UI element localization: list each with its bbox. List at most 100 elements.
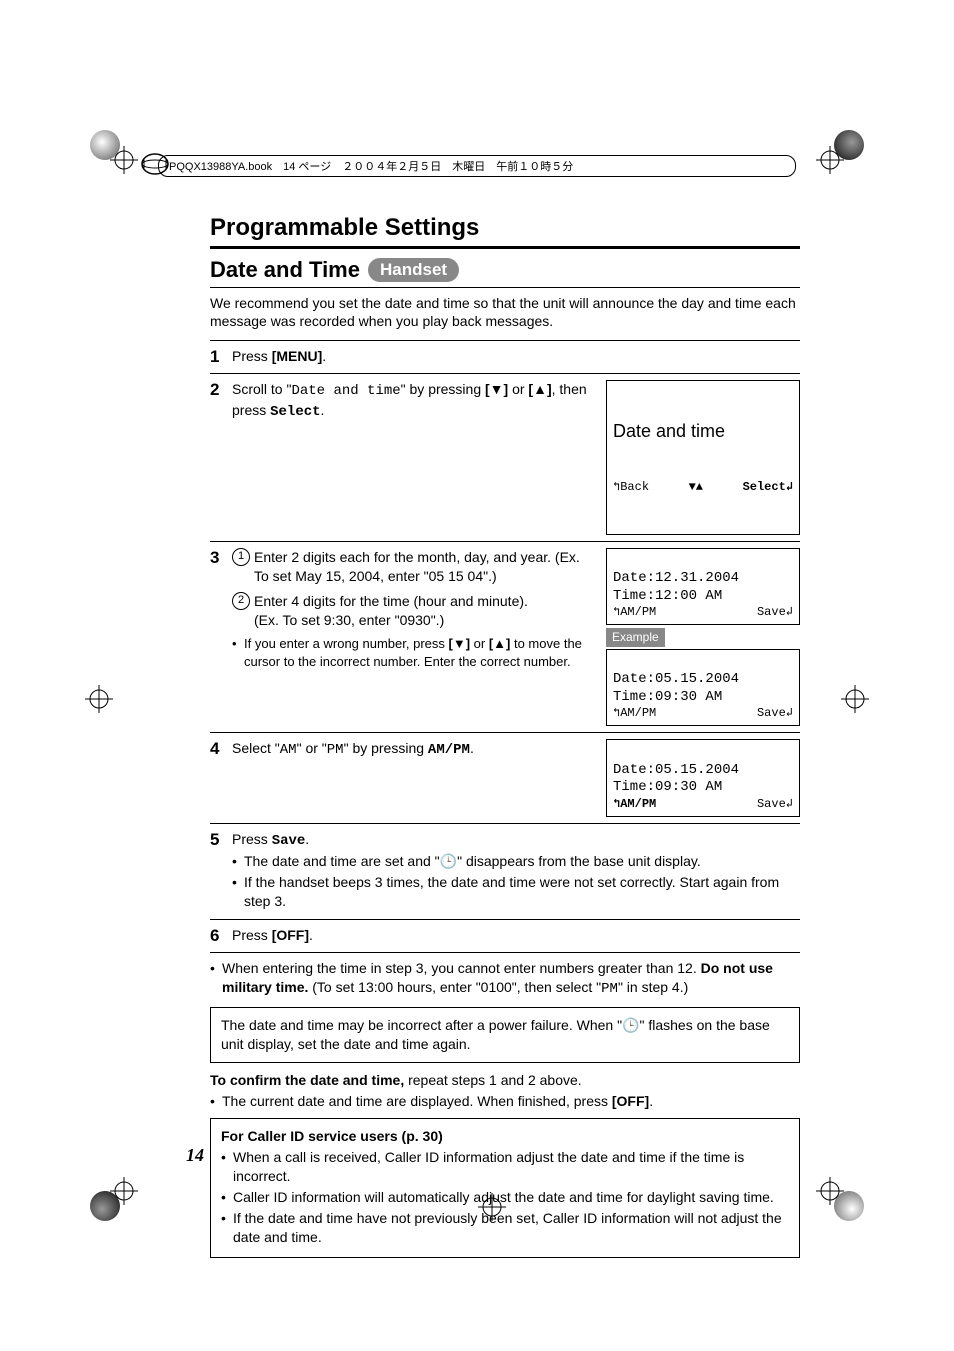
lcd-display: Date and time ↰Back ▼▲ Select↲ bbox=[606, 380, 800, 535]
text: repeat steps 1 and 2 above. bbox=[404, 1072, 581, 1088]
registration-mark-icon bbox=[816, 1177, 844, 1205]
text: Press bbox=[232, 831, 272, 847]
substep-2: 2 Enter 4 digits for the time (hour and … bbox=[232, 592, 596, 630]
power-failure-note-box: The date and time may be incorrect after… bbox=[210, 1007, 800, 1063]
text: . bbox=[305, 831, 309, 847]
bullet-note: •The current date and time are displayed… bbox=[210, 1092, 800, 1111]
step-body: Press [OFF]. bbox=[232, 926, 800, 945]
lcd-phrase: Date and time bbox=[291, 383, 400, 399]
confirm-heading: To confirm the date and time, bbox=[210, 1072, 404, 1088]
text: Scroll to " bbox=[232, 381, 291, 397]
step-1: 1 Press [MENU]. bbox=[210, 347, 800, 367]
step-body: Select "AM" or "PM" by pressing AM/PM. D… bbox=[232, 739, 800, 817]
bullet-dot: • bbox=[210, 959, 222, 999]
registration-mark-icon bbox=[85, 685, 113, 713]
registration-mark-icon bbox=[841, 685, 869, 713]
step-body: Scroll to "Date and time" by pressing [▼… bbox=[232, 380, 800, 535]
lcd-line: Date:05.15.2004 bbox=[613, 671, 739, 687]
substep-number: 1 bbox=[232, 548, 250, 566]
bullet-text: Caller ID information will automatically… bbox=[233, 1188, 774, 1207]
bullet-dot: • bbox=[232, 852, 244, 871]
bullet-dot: • bbox=[232, 873, 244, 911]
substep-number: 2 bbox=[232, 592, 250, 610]
page-number: 14 bbox=[186, 1145, 204, 1166]
bullet-text: If you enter a wrong number, press [▼] o… bbox=[244, 635, 596, 670]
substep-text: Enter 4 digits for the time (hour and mi… bbox=[254, 592, 596, 630]
step-text: 1 Enter 2 digits each for the month, day… bbox=[232, 548, 596, 673]
text: (To set 13:00 hours, enter "0100", then … bbox=[308, 979, 601, 995]
substep-text: Enter 2 digits each for the month, day, … bbox=[254, 548, 596, 586]
clock-icon: 🕒 bbox=[440, 853, 457, 869]
bullet-note: •Caller ID information will automaticall… bbox=[221, 1188, 789, 1207]
lcd-ampm: ↰AM/PM bbox=[613, 605, 656, 620]
menu-key: [MENU] bbox=[272, 348, 323, 364]
select-key: Select bbox=[270, 404, 320, 420]
bullet-dot: • bbox=[221, 1148, 233, 1186]
text: . bbox=[309, 927, 313, 943]
registration-mark-icon bbox=[110, 1177, 138, 1205]
lcd-save: Save↲ bbox=[757, 797, 793, 812]
lcd-display: Date:05.15.2004 Time:09:30 AM ↰AM/PMSave… bbox=[606, 739, 800, 817]
lcd-softkeys: ↰AM/PM Save↲ bbox=[613, 706, 793, 721]
caller-id-box: For Caller ID service users (p. 30) •Whe… bbox=[210, 1118, 800, 1257]
bullet-note: •When a call is received, Caller ID info… bbox=[221, 1148, 789, 1186]
off-key: [OFF] bbox=[612, 1093, 649, 1109]
step-number: 6 bbox=[210, 926, 232, 946]
page-container: PQQX13988YA.book 14 ページ ２００４年２月５日 木曜日 午前… bbox=[0, 0, 954, 1351]
am-text: AM bbox=[280, 742, 297, 758]
step-text: Scroll to "Date and time" by pressing [▼… bbox=[232, 380, 596, 422]
note-text: When entering the time in step 3, you ca… bbox=[222, 959, 800, 999]
section-heading-text: Date and Time bbox=[210, 257, 360, 283]
lcd-title: Date and time bbox=[613, 420, 793, 445]
text: The date and time are set and " bbox=[244, 853, 440, 869]
lcd-line: Time:09:30 AM bbox=[613, 689, 722, 705]
bullet-note: •If the handset beeps 3 times, the date … bbox=[232, 873, 800, 911]
heading-rule bbox=[210, 287, 800, 288]
divider bbox=[210, 541, 800, 542]
step-3: 3 1 Enter 2 digits each for the month, d… bbox=[210, 548, 800, 726]
lcd-softkeys: ↰AM/PM Save↲ bbox=[613, 605, 793, 620]
military-time-note: • When entering the time in step 3, you … bbox=[210, 959, 800, 999]
divider bbox=[210, 732, 800, 733]
bullet-text: If the date and time have not previously… bbox=[233, 1209, 789, 1247]
text: or bbox=[470, 636, 489, 651]
lcd-save: Save↲ bbox=[757, 605, 793, 620]
lcd-ampm: ↰AM/PM bbox=[613, 706, 656, 721]
substep-1: 1 Enter 2 digits each for the month, day… bbox=[232, 548, 596, 586]
pm-text: PM bbox=[327, 742, 344, 758]
text: Press bbox=[232, 927, 272, 943]
content-area: Programmable Settings Date and Time Hand… bbox=[210, 200, 800, 1266]
text: . bbox=[321, 402, 325, 418]
lcd-save: Save↲ bbox=[757, 706, 793, 721]
step-number: 2 bbox=[210, 380, 232, 400]
bullet-dot: • bbox=[221, 1188, 233, 1207]
step-6: 6 Press [OFF]. bbox=[210, 926, 800, 946]
lcd-select: Select↲ bbox=[743, 480, 793, 495]
lcd-arrows: ▼▲ bbox=[689, 480, 703, 495]
bullet-dot: • bbox=[232, 635, 244, 670]
step-number: 5 bbox=[210, 830, 232, 850]
section-heading: Date and Time Handset bbox=[210, 257, 800, 283]
divider bbox=[210, 340, 800, 341]
text: Select " bbox=[232, 740, 280, 756]
divider bbox=[210, 373, 800, 374]
bullet-text: If the handset beeps 3 times, the date a… bbox=[244, 873, 800, 911]
registration-mark-icon bbox=[110, 146, 138, 174]
text: . bbox=[470, 740, 474, 756]
step-number: 4 bbox=[210, 739, 232, 759]
lcd-line: Time:09:30 AM bbox=[613, 779, 722, 795]
divider bbox=[210, 919, 800, 920]
step-4: 4 Select "AM" or "PM" by pressing AM/PM.… bbox=[210, 739, 800, 817]
text: " in step 4.) bbox=[618, 979, 688, 995]
lcd-line: Date:05.15.2004 bbox=[613, 762, 739, 778]
lcd-display-example: Date:05.15.2004 Time:09:30 AM ↰AM/PM Save… bbox=[606, 649, 800, 727]
text: The current date and time are displayed.… bbox=[222, 1093, 612, 1109]
bullet-note: •If the date and time have not previousl… bbox=[221, 1209, 789, 1247]
divider bbox=[210, 952, 800, 953]
lcd-softkeys: ↰AM/PMSave↲ bbox=[613, 797, 793, 812]
off-key: [OFF] bbox=[272, 927, 309, 943]
text: " disappears from the base unit display. bbox=[457, 853, 701, 869]
bullet-dot: • bbox=[221, 1209, 233, 1247]
book-header-bar: PQQX13988YA.book 14 ページ ２００４年２月５日 木曜日 午前… bbox=[158, 155, 796, 177]
step-number: 1 bbox=[210, 347, 232, 367]
